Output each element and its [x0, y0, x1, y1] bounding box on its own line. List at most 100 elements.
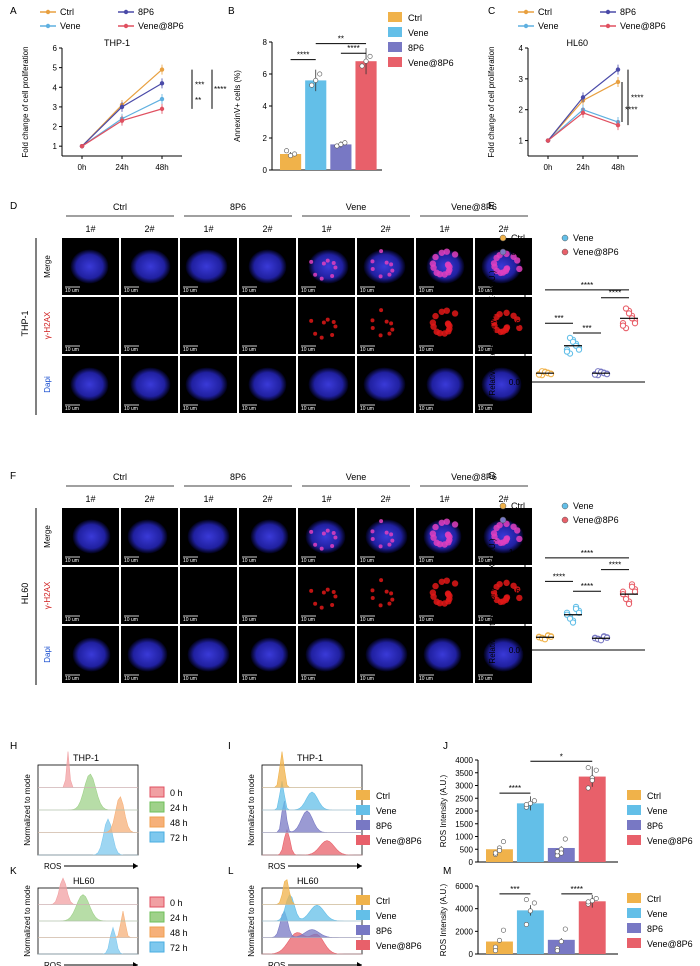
scale-bar-label: 10 um: [419, 558, 433, 564]
y-axis-label: AnnexinV+ cells (%): [233, 70, 242, 142]
y-axis-label: Fold change of cell proliferation: [487, 46, 496, 157]
legend-swatch: [356, 895, 370, 905]
legend-label: Vene: [60, 21, 81, 31]
scale-bar-label: 10 um: [360, 676, 374, 682]
legend-I: Ctrl Vene 8P6 Vene@8P6: [356, 790, 422, 846]
micrograph-grid-D: Ctrl 1# 2# 8P6 1# 2# Vene 1# 2# Vene@8P6 1# 2# THP-1…: [20, 202, 532, 415]
legend-swatch: [627, 790, 641, 800]
foci: [429, 589, 437, 596]
legend-swatch: [627, 938, 641, 948]
panel-letter-a: A: [10, 6, 17, 17]
legend-swatch: [627, 835, 641, 845]
data-dot: [284, 148, 290, 154]
y-tick-label: 6000: [455, 882, 473, 891]
scale-bar-label: 10 um: [124, 558, 138, 564]
replicate-label: 2#: [262, 494, 272, 504]
foci: [325, 317, 330, 322]
nucleus: [127, 637, 168, 672]
data-dot: [569, 619, 577, 626]
legend-swatch: [356, 940, 370, 950]
legend-label: Vene@8P6: [376, 941, 422, 951]
foci: [370, 529, 375, 534]
scale-bar-label: 10 um: [419, 676, 433, 682]
y-tick-label: 4: [263, 102, 268, 111]
scale-bar-label: 10 um: [360, 617, 374, 623]
y-tick-label: 4: [519, 44, 524, 53]
legend-marker: [605, 23, 611, 29]
replicate-label: 1#: [321, 494, 331, 504]
micrograph-panel: [62, 297, 119, 354]
data-dot: [628, 583, 636, 590]
data-dot: [603, 371, 611, 378]
y-tick-label: 2: [263, 134, 268, 143]
foci: [490, 260, 498, 267]
panel-letter-f: F: [10, 471, 16, 482]
scale-bar-label: 10 um: [65, 347, 79, 353]
foci: [379, 308, 384, 313]
foci: [497, 598, 504, 606]
y-tick-label: 0.6: [509, 319, 521, 328]
x-tick-label: 0h: [544, 163, 553, 172]
micrograph-panel: [475, 297, 532, 354]
legend-label: 72 h: [170, 943, 188, 953]
legend-label: Vene@8P6: [647, 939, 693, 949]
micrograph-panel: [298, 297, 355, 354]
x-tick-label: 24h: [115, 163, 128, 172]
data-dot: [562, 836, 568, 842]
legend-L: Ctrl Vene 8P6 Vene@8P6: [356, 895, 422, 951]
legend-marker: [499, 516, 507, 524]
legend-swatch: [627, 820, 641, 830]
bar: [280, 154, 302, 170]
legend-label: Vene: [647, 909, 668, 919]
micrograph-panel: [357, 567, 414, 624]
foci: [330, 543, 335, 548]
legend-H: 0 h 24 h 48 h 72 h: [149, 786, 188, 843]
y-tick-label: 6: [263, 70, 268, 79]
scale-bar-label: 10 um: [360, 347, 374, 353]
micrograph-panel: [416, 567, 473, 624]
foci: [503, 265, 511, 272]
replicate-label: 2#: [262, 224, 272, 234]
bar: [516, 803, 544, 862]
foci: [321, 531, 326, 536]
data-dot: [585, 785, 591, 791]
data-dot: [625, 600, 633, 608]
replicate-label: 2#: [144, 224, 154, 234]
condition-label: Vene: [346, 472, 367, 482]
histogram-curve: [262, 828, 362, 856]
foci: [432, 582, 439, 590]
y-axis-label: Normalized to mode: [23, 885, 32, 957]
foci: [325, 528, 330, 533]
data-dot: [589, 777, 595, 783]
legend-marker: [523, 23, 529, 29]
sig-label: ****: [631, 93, 643, 102]
chart-title: THP-1: [297, 753, 323, 763]
panel-letter-h: H: [10, 741, 17, 752]
replicate-label: 2#: [498, 494, 508, 504]
y-tick-label: 1000: [455, 833, 473, 842]
foci: [503, 594, 511, 601]
legend-label: 0 h: [170, 898, 183, 908]
legend-label: Ctrl: [511, 501, 525, 511]
data-dot: [523, 802, 529, 808]
foci: [387, 272, 392, 277]
y-tick-label: 8: [263, 38, 268, 47]
panel-letter-g: G: [488, 471, 496, 482]
condition-label: Vene@8P6: [451, 472, 497, 482]
scale-bar-label: 10 um: [360, 406, 374, 412]
sig-label: ***: [554, 314, 563, 323]
scale-bar-label: 10 um: [183, 406, 197, 412]
legend-marker: [499, 234, 507, 242]
cell-line-label: HL60: [20, 583, 30, 605]
legend-label: 24 h: [170, 803, 188, 813]
legend-C: Ctrl Vene 8P6 Vene@8P6: [518, 7, 666, 31]
foci: [378, 274, 383, 279]
data-dot: [523, 922, 529, 928]
x-axis-label: ROS: [44, 961, 61, 966]
sig-label: ***: [582, 324, 591, 333]
nucleus: [426, 367, 465, 402]
y-tick-label: 1: [519, 137, 524, 146]
y-tick-label: 0.4: [509, 607, 521, 616]
line-chart-C: HL60 Fold change of cell proliferation 1 2 3…: [487, 38, 643, 172]
